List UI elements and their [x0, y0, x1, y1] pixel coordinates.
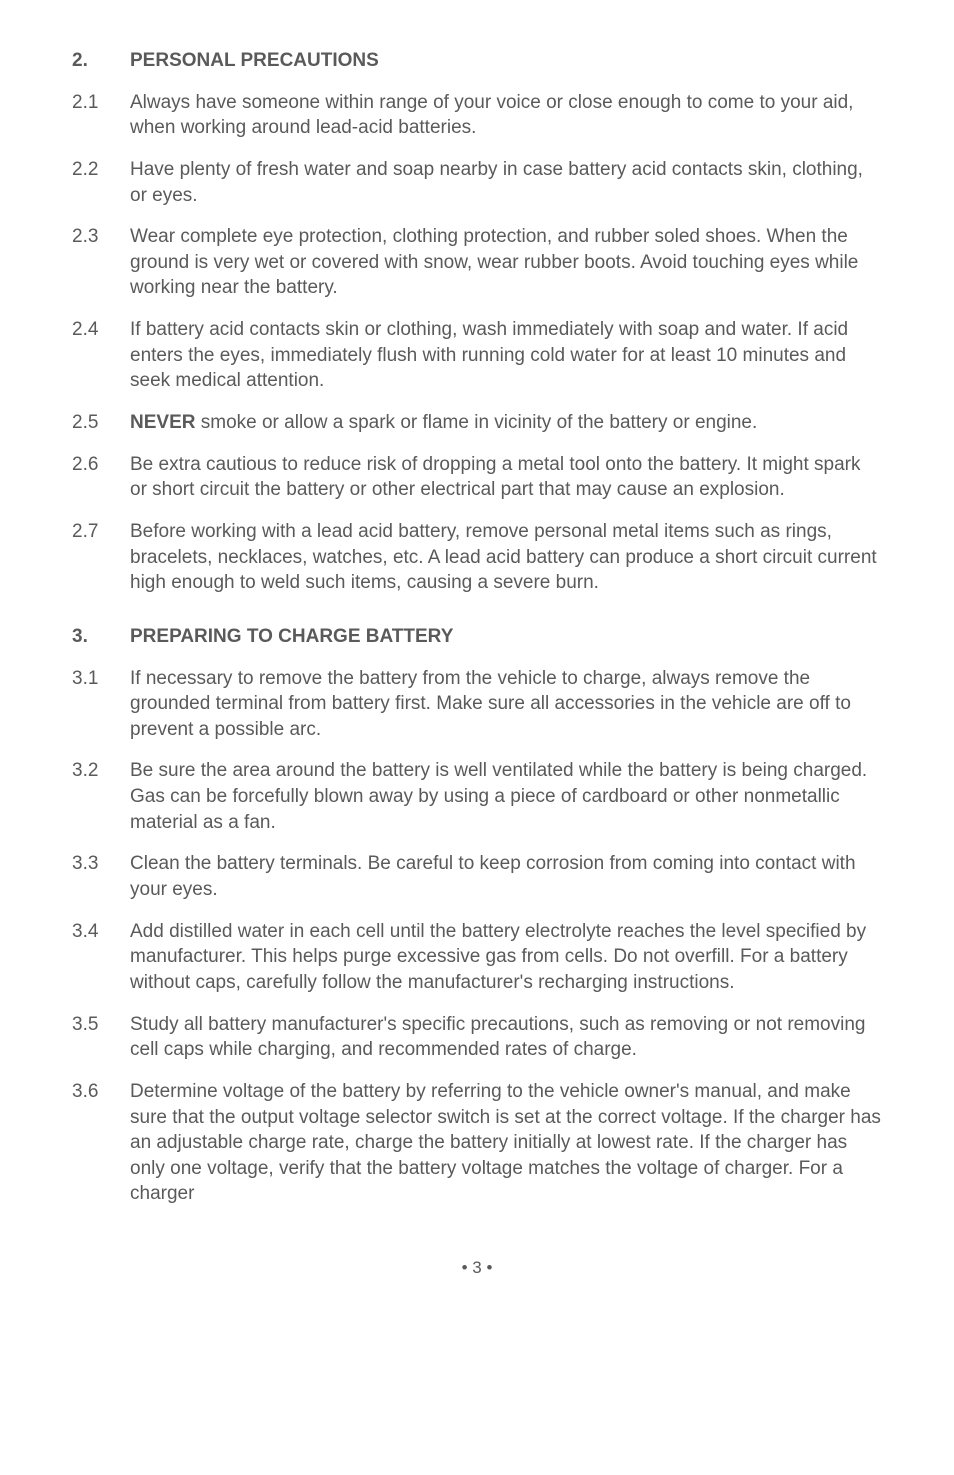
- item-text: NEVER smoke or allow a spark or flame in…: [130, 410, 882, 436]
- list-item: 2.4 If battery acid contacts skin or clo…: [72, 317, 882, 394]
- item-text: Before working with a lead acid battery,…: [130, 519, 882, 596]
- item-text: Study all battery manufacturer's specifi…: [130, 1012, 882, 1063]
- item-num: 3.1: [72, 666, 130, 743]
- section-heading: 2. PERSONAL PRECAUTIONS: [72, 48, 882, 74]
- list-item: 3.2 Be sure the area around the battery …: [72, 758, 882, 835]
- item-text: If battery acid contacts skin or clothin…: [130, 317, 882, 394]
- list-item: 2.7 Before working with a lead acid batt…: [72, 519, 882, 596]
- list-item: 3.6 Determine voltage of the battery by …: [72, 1079, 882, 1207]
- item-text: Wear complete eye protection, clothing p…: [130, 224, 882, 301]
- item-num: 2.7: [72, 519, 130, 596]
- heading-num: 3.: [72, 624, 130, 650]
- item-text: If necessary to remove the battery from …: [130, 666, 882, 743]
- section-2: 2. PERSONAL PRECAUTIONS 2.1 Always have …: [72, 48, 882, 596]
- item-num: 3.2: [72, 758, 130, 835]
- item-num: 2.1: [72, 90, 130, 141]
- item-num: 2.5: [72, 410, 130, 436]
- item-text: Be extra cautious to reduce risk of drop…: [130, 452, 882, 503]
- section-heading: 3. PREPARING TO CHARGE BATTERY: [72, 624, 882, 650]
- heading-text: PREPARING TO CHARGE BATTERY: [130, 624, 882, 650]
- item-text: Have plenty of fresh water and soap near…: [130, 157, 882, 208]
- item-text: Add distilled water in each cell until t…: [130, 919, 882, 996]
- item-text: Be sure the area around the battery is w…: [130, 758, 882, 835]
- item-num: 3.4: [72, 919, 130, 996]
- list-item: 2.6 Be extra cautious to reduce risk of …: [72, 452, 882, 503]
- list-item: 2.1 Always have someone within range of …: [72, 90, 882, 141]
- list-item: 3.5 Study all battery manufacturer's spe…: [72, 1012, 882, 1063]
- item-num: 2.4: [72, 317, 130, 394]
- item-num: 2.6: [72, 452, 130, 503]
- item-text-rest: smoke or allow a spark or flame in vicin…: [195, 412, 757, 433]
- item-text: Determine voltage of the battery by refe…: [130, 1079, 882, 1207]
- list-item: 3.3 Clean the battery terminals. Be care…: [72, 851, 882, 902]
- item-text: Clean the battery terminals. Be careful …: [130, 851, 882, 902]
- item-num: 2.3: [72, 224, 130, 301]
- list-item: 3.4 Add distilled water in each cell unt…: [72, 919, 882, 996]
- heading-text: PERSONAL PRECAUTIONS: [130, 48, 882, 74]
- list-item: 3.1 If necessary to remove the battery f…: [72, 666, 882, 743]
- section-3: 3. PREPARING TO CHARGE BATTERY 3.1 If ne…: [72, 624, 882, 1207]
- item-num: 3.5: [72, 1012, 130, 1063]
- heading-num: 2.: [72, 48, 130, 74]
- item-num: 3.3: [72, 851, 130, 902]
- list-item: 2.5 NEVER smoke or allow a spark or flam…: [72, 410, 882, 436]
- item-num: 3.6: [72, 1079, 130, 1207]
- document-body: 2. PERSONAL PRECAUTIONS 2.1 Always have …: [72, 48, 882, 1280]
- bold-lead: NEVER: [130, 412, 195, 433]
- list-item: 2.3 Wear complete eye protection, clothi…: [72, 224, 882, 301]
- item-num: 2.2: [72, 157, 130, 208]
- page-number: • 3 •: [72, 1257, 882, 1280]
- item-text: Always have someone within range of your…: [130, 90, 882, 141]
- list-item: 2.2 Have plenty of fresh water and soap …: [72, 157, 882, 208]
